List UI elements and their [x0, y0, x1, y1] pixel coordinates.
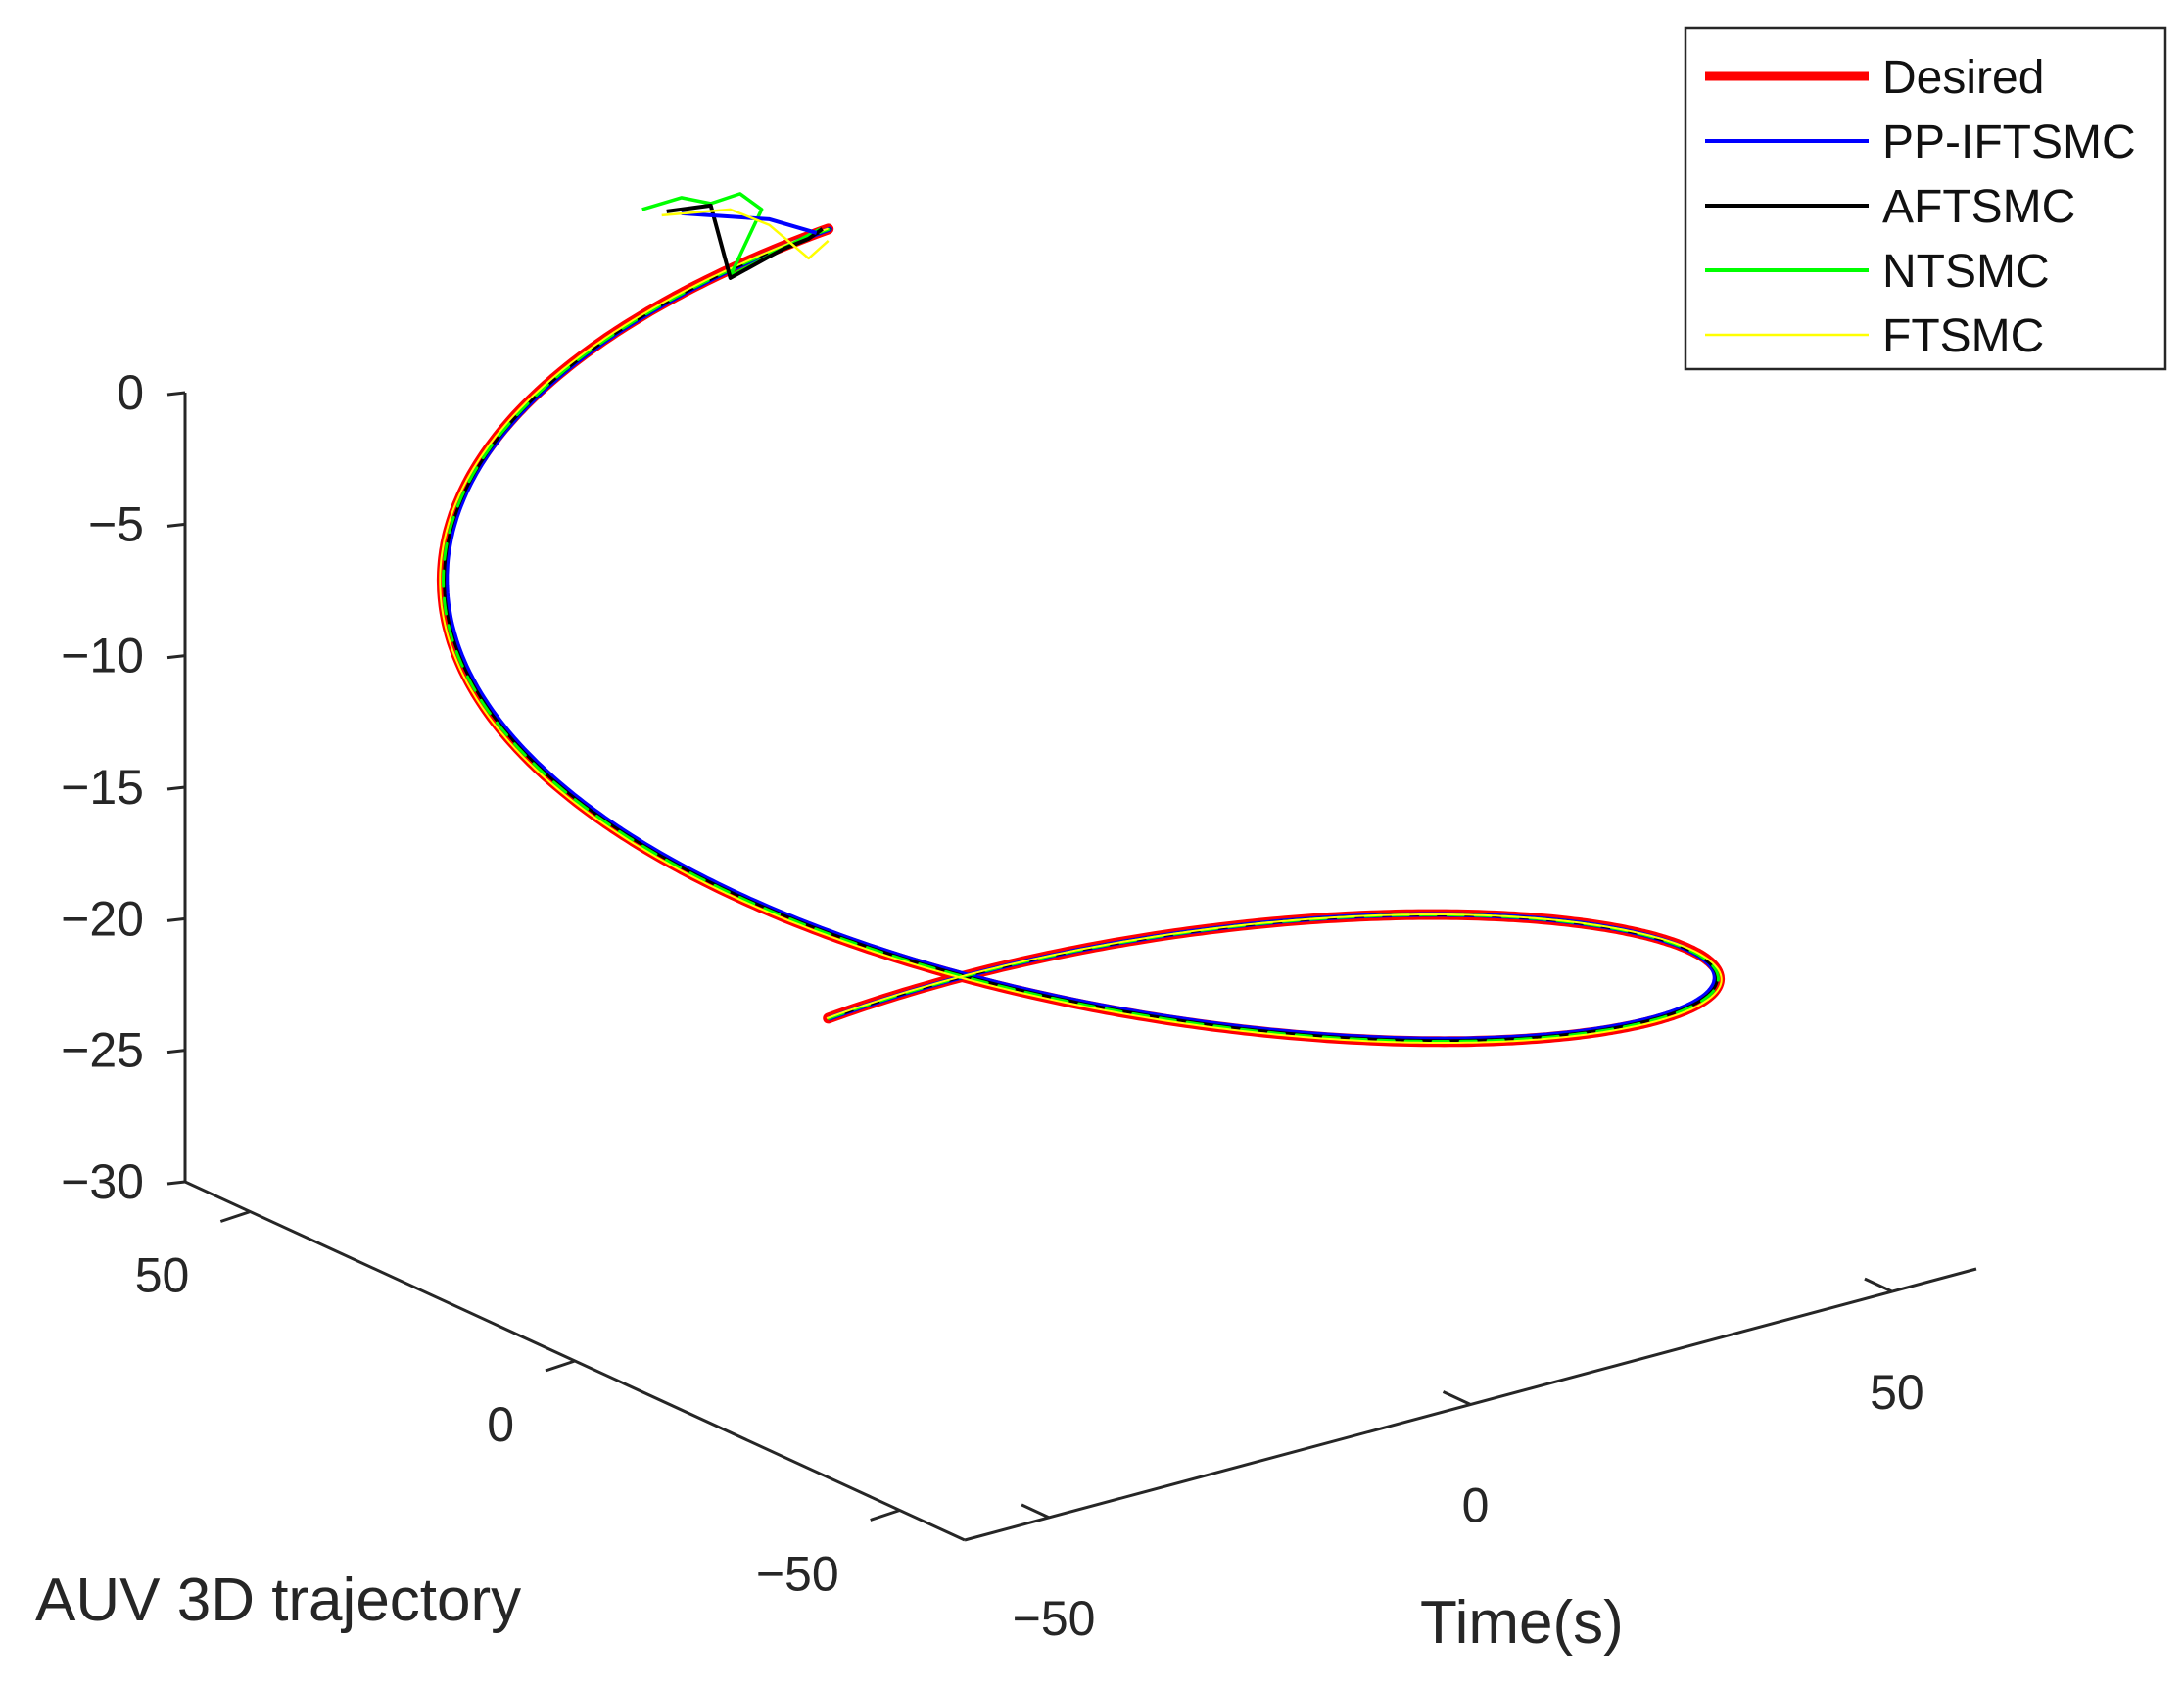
y-tick [1864, 1277, 1893, 1293]
z-tick-label: −15 [61, 760, 144, 815]
legend-entries: Desired PP-IFTSMC AFTSMC NTSMC FTSMC [1705, 52, 2136, 362]
legend-label: PP-IFTSMC [1882, 117, 2136, 168]
trajectory-curves [436, 192, 1726, 1048]
z-tick [166, 916, 186, 922]
y-tick [1021, 1503, 1050, 1520]
z-tick [166, 785, 186, 791]
y-tick-label: −50 [1013, 1591, 1096, 1646]
x-tick [870, 1509, 901, 1522]
transient-ftsmc [661, 208, 830, 260]
tick-marks [166, 391, 1893, 1522]
z-tick-label: −30 [61, 1154, 144, 1209]
z-tick-label: −5 [88, 496, 144, 551]
z-tick-label: 0 [117, 365, 144, 420]
tick-labels: 0 −5 −10 −15 −20 −25 −30 50 0 −50 −50 0 50 [61, 365, 1924, 1646]
x-tick [545, 1359, 576, 1373]
y-axis-title: Time(s) [1420, 1589, 1624, 1657]
x-tick-label: −50 [756, 1547, 839, 1602]
x-tick-label: 50 [135, 1248, 190, 1303]
legend-box [1684, 26, 2167, 371]
legend[interactable]: Desired PP-IFTSMC AFTSMC NTSMC FTSMC [1684, 26, 2167, 371]
z-tick [166, 391, 186, 397]
z-tick [166, 1049, 186, 1054]
z-tick-label: −25 [61, 1023, 144, 1078]
z-tick [166, 654, 186, 660]
transient-pp-iftsmc [681, 211, 818, 235]
x-tick-label: 0 [487, 1397, 514, 1452]
legend-label: Desired [1882, 52, 2044, 104]
x-tick [219, 1210, 251, 1223]
z-tick-label: −20 [61, 891, 144, 946]
transient-aftsmc [666, 203, 824, 280]
y-tick-label: 50 [1870, 1365, 1924, 1420]
y-tick [1442, 1390, 1472, 1406]
legend-label: NTSMC [1882, 246, 2050, 298]
series-line-ftsmc [439, 227, 1723, 1044]
y-tick-label: 0 [1462, 1478, 1490, 1533]
z-tick [166, 1180, 186, 1186]
legend-label: FTSMC [1882, 310, 2044, 362]
z-tick-label: −10 [61, 629, 144, 683]
legend-label: AFTSMC [1882, 181, 2075, 233]
z-tick [166, 522, 186, 528]
x-axis-title: AUV 3D trajectory [35, 1567, 521, 1634]
